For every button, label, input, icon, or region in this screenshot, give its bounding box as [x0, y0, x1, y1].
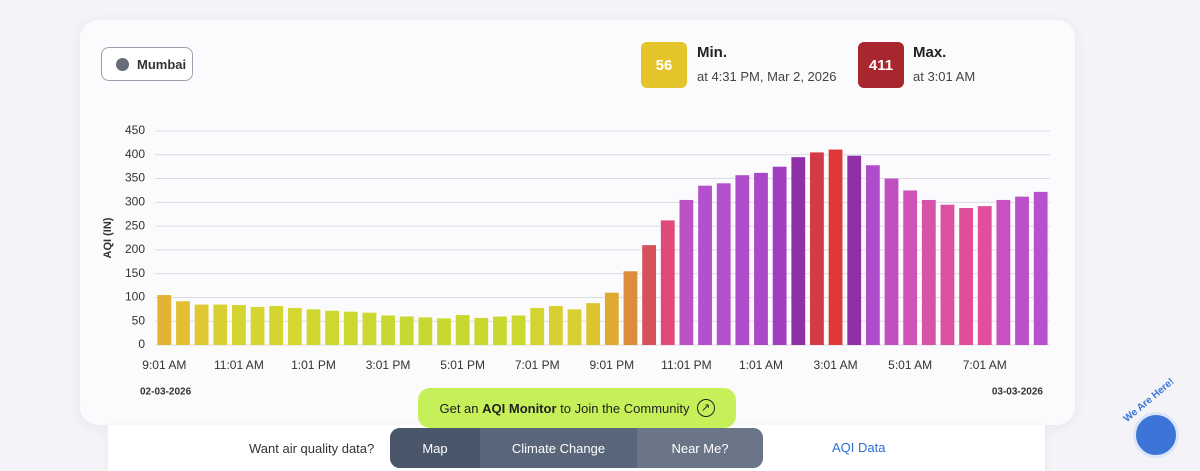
nav-near[interactable]: Near Me? — [637, 428, 763, 468]
bar — [157, 295, 172, 345]
bar — [250, 306, 265, 345]
bar — [1033, 191, 1048, 345]
max-title: Max. — [913, 44, 947, 61]
y-axis-label: AQI (IN) — [102, 217, 114, 258]
x-tick-label: 1:01 AM — [739, 358, 783, 372]
bar — [306, 309, 321, 345]
x-tick-label: 7:01 AM — [963, 358, 1007, 372]
bar — [493, 316, 507, 345]
max-time: at 3:01 AM — [913, 69, 976, 84]
end-date: 03-03-2026 — [992, 387, 1044, 398]
y-tick-label: 250 — [125, 218, 145, 232]
mail-button[interactable] — [1133, 412, 1179, 458]
bar — [754, 172, 768, 345]
bar — [698, 185, 712, 345]
location-pill[interactable]: Mumbai — [101, 47, 193, 81]
bar — [232, 305, 246, 345]
cta-post: to Join the Community — [560, 400, 690, 416]
x-tick-label: 1:01 PM — [291, 358, 336, 372]
x-tick-label: 11:01 PM — [661, 358, 711, 372]
bar — [828, 149, 843, 345]
bar — [903, 190, 918, 345]
bar — [679, 199, 694, 345]
bar — [642, 245, 657, 345]
bar — [418, 317, 433, 345]
nav-map[interactable]: Map — [390, 428, 480, 468]
cta-pre: Get an — [439, 400, 479, 416]
nav-prompt: Want air quality data? — [249, 441, 375, 456]
y-tick-label: 450 — [125, 123, 145, 137]
bar — [176, 301, 190, 345]
x-tick-label: 11:01 AM — [214, 358, 264, 372]
bar — [455, 315, 470, 345]
bar — [362, 312, 377, 345]
cta-bold: AQI Monitor — [482, 400, 557, 416]
bar — [567, 309, 582, 345]
cta-button[interactable]: Get an AQI Monitor to Join the Community… — [418, 388, 736, 428]
bar — [474, 317, 489, 345]
x-tick-label: 3:01 PM — [366, 358, 411, 372]
location: Mumbai — [137, 56, 187, 72]
bar — [343, 311, 358, 345]
bar — [325, 310, 340, 345]
bar — [716, 183, 731, 345]
nav-label: Climate Change — [511, 440, 606, 456]
bar — [623, 271, 638, 345]
start-date: 02-03-2026 — [140, 387, 192, 398]
bar — [586, 303, 601, 345]
bar — [735, 175, 750, 345]
bar — [1015, 196, 1029, 345]
bar — [381, 315, 395, 345]
y-tick-label: 400 — [125, 147, 145, 161]
max-badge: 411 — [858, 42, 904, 88]
bar — [437, 318, 451, 345]
aqi-data-link[interactable]: AQI Data — [832, 440, 886, 455]
nav-label: Near Me? — [671, 440, 729, 456]
bar — [399, 316, 414, 345]
nav-label: Map — [422, 440, 448, 456]
bar — [604, 292, 619, 345]
y-tick-label: 300 — [125, 195, 145, 209]
bar — [847, 155, 862, 345]
x-tick-label: 9:01 PM — [589, 358, 634, 372]
bar — [660, 220, 675, 345]
bar — [940, 204, 955, 345]
bar — [996, 199, 1011, 345]
nav-climate[interactable]: Climate Change — [480, 428, 637, 468]
x-tick-label: 5:01 PM — [440, 358, 485, 372]
y-tick-label: 150 — [125, 266, 145, 280]
bar — [269, 306, 284, 345]
x-tick-label: 7:01 PM — [515, 358, 560, 372]
min-badge: 56 — [641, 42, 687, 88]
bar — [865, 165, 880, 345]
bar — [511, 315, 526, 345]
min-time: at 4:31 PM, Mar 2, 2026 — [697, 69, 837, 84]
bar — [772, 166, 787, 345]
y-tick-label: 0 — [138, 337, 145, 351]
bar — [884, 178, 899, 345]
min-title: Min. — [697, 44, 727, 61]
nav-bar: Map Climate Change Near Me? — [390, 428, 763, 468]
y-tick-label: 50 — [132, 313, 146, 327]
bar — [548, 306, 563, 345]
y-tick-label: 200 — [125, 242, 145, 256]
bar — [287, 307, 302, 345]
chart: AQI (IN) 02-03-2026 03-03-2026 0 50 100 150… — [102, 123, 1050, 398]
x-tick-label: 5:01 AM — [888, 358, 932, 372]
x-tick-label: 9:01 AM — [142, 358, 186, 372]
bar — [977, 206, 992, 345]
x-tick-label: 3:01 AM — [814, 358, 858, 372]
bar — [530, 307, 545, 345]
bar — [791, 157, 806, 345]
bar — [810, 152, 824, 345]
y-tick-label: 350 — [125, 171, 145, 185]
bar — [213, 304, 228, 345]
bar — [959, 208, 973, 345]
bar — [194, 304, 209, 345]
bar — [921, 199, 936, 345]
y-tick-label: 100 — [125, 290, 145, 304]
